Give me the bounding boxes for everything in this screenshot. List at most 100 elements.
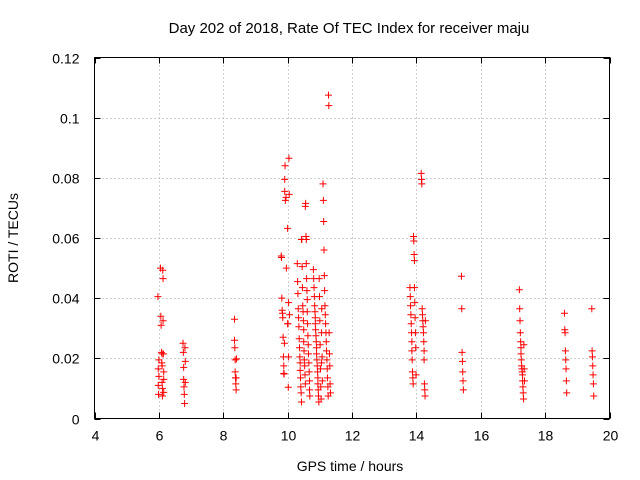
data-point: [281, 162, 289, 170]
y-tick-label: 0.12: [52, 51, 79, 67]
data-point: [407, 320, 415, 328]
data-point: [315, 275, 323, 283]
data-point: [302, 236, 310, 244]
data-point: [305, 359, 313, 367]
data-point: [458, 357, 466, 365]
data-point: [562, 377, 570, 385]
data-point: [312, 338, 320, 346]
data-point: [516, 305, 524, 313]
data-point: [317, 383, 325, 391]
data-point: [303, 287, 311, 295]
data-point: [410, 237, 418, 245]
data-point: [297, 398, 305, 406]
data-point: [421, 386, 429, 394]
data-point: [155, 372, 163, 380]
data-point: [300, 356, 308, 364]
data-point: [298, 263, 306, 271]
data-point: [418, 311, 426, 319]
data-point: [562, 365, 570, 373]
y-tick-label: 0.08: [52, 171, 79, 187]
data-point: [517, 350, 525, 358]
data-point: [158, 392, 166, 400]
plot-frame: [94, 57, 610, 419]
data-point: [407, 311, 415, 319]
data-point: [296, 344, 304, 352]
data-point: [179, 348, 187, 356]
data-point: [298, 284, 306, 292]
data-point: [519, 389, 527, 397]
data-point: [314, 368, 322, 376]
data-point: [285, 154, 293, 162]
data-point: [317, 395, 325, 403]
y-tick-label: 0.04: [52, 291, 79, 307]
data-point: [282, 193, 290, 201]
data-point: [325, 91, 333, 99]
data-point: [408, 338, 416, 346]
data-point: [323, 347, 331, 355]
data-point: [181, 357, 189, 365]
data-point: [411, 299, 419, 307]
data-point: [232, 380, 240, 388]
y-tick-label: 0: [72, 412, 80, 428]
data-point: [519, 383, 527, 391]
data-point: [301, 362, 309, 370]
data-point: [588, 353, 596, 361]
data-point: [304, 320, 312, 328]
data-point: [517, 338, 525, 346]
data-point: [284, 224, 292, 232]
data-point: [301, 371, 309, 379]
data-point: [319, 196, 327, 204]
data-point: [515, 286, 523, 294]
data-point: [231, 336, 239, 344]
data-point: [180, 390, 188, 398]
data-point: [280, 362, 288, 370]
data-point: [417, 169, 425, 177]
data-point: [312, 326, 320, 334]
data-point: [284, 320, 292, 328]
data-point: [407, 302, 415, 310]
data-point: [420, 380, 428, 388]
data-point: [311, 308, 319, 316]
data-point: [280, 339, 288, 347]
chart-title: Day 202 of 2018, Rate Of TEC Index for r…: [169, 20, 530, 37]
data-point: [294, 305, 302, 313]
data-point: [458, 348, 466, 356]
data-point: [306, 392, 314, 400]
data-point: [180, 363, 188, 371]
data-point: [324, 374, 332, 382]
data-point: [158, 362, 166, 370]
x-axis-label: GPS time / hours: [297, 458, 404, 474]
data-point: [154, 365, 162, 373]
data-point: [159, 317, 167, 325]
data-point: [281, 187, 289, 195]
data-point: [588, 347, 596, 355]
data-point: [296, 353, 304, 361]
data-point: [297, 383, 305, 391]
data-point: [412, 371, 420, 379]
data-point: [304, 341, 312, 349]
data-point: [590, 392, 598, 400]
data-point: [232, 386, 240, 394]
data-point: [311, 302, 319, 310]
data-point: [296, 366, 304, 374]
data-point: [297, 374, 304, 382]
data-point: [310, 284, 318, 292]
data-point: [181, 399, 189, 407]
data-point: [304, 332, 312, 340]
data-point: [159, 266, 167, 274]
data-point: [302, 199, 310, 207]
data-point: [231, 368, 239, 376]
data-point: [312, 332, 320, 340]
data-point: [459, 386, 467, 394]
data-point: [295, 323, 303, 331]
data-point: [282, 264, 290, 272]
data-point: [295, 314, 303, 322]
data-point: [231, 356, 239, 364]
data-point: [231, 315, 239, 323]
data-point: [285, 353, 293, 361]
data-point: [155, 390, 163, 398]
x-tick-label: 4: [92, 428, 100, 444]
data-point: [325, 329, 333, 337]
data-point: [406, 293, 414, 301]
